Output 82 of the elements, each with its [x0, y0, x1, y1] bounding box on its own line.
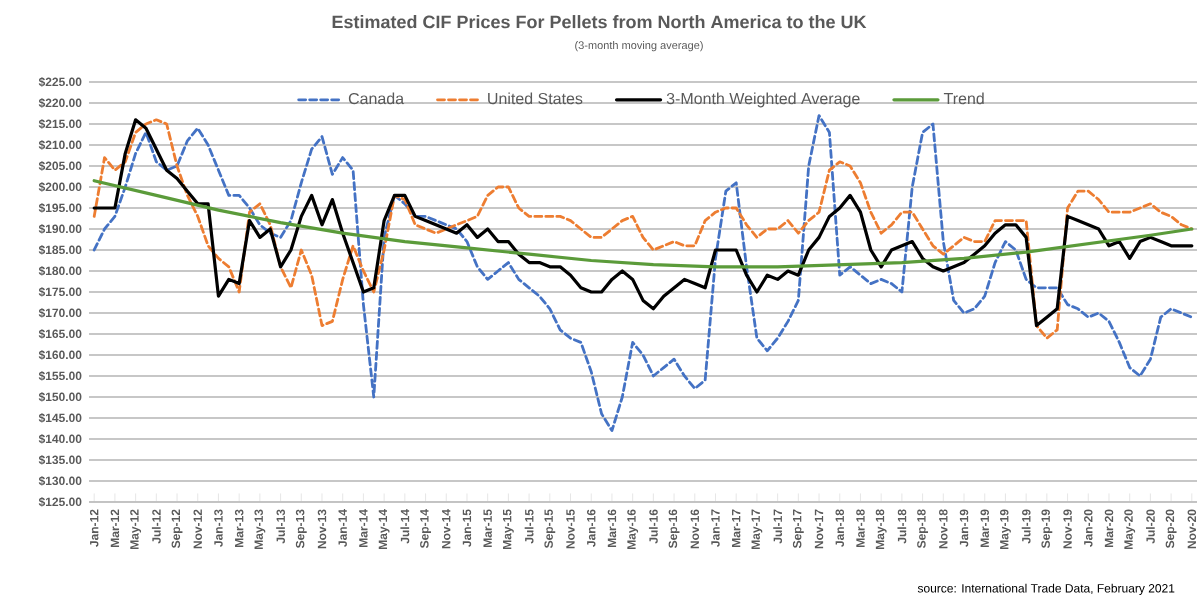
x-tick-label: May-13 — [254, 509, 266, 549]
x-tick-label: Sep-14 — [420, 509, 431, 549]
x-tick-label: Jul-19 — [1021, 509, 1031, 544]
legend-label: Trend — [943, 92, 984, 105]
x-tick-label: Jan-19 — [959, 509, 969, 547]
x-tick-label: Nov-16 — [690, 509, 700, 549]
y-tick-label: $200.00 — [38, 182, 82, 192]
x-tick-label: May-12 — [130, 509, 142, 549]
x-tick-label: Nov-15 — [566, 509, 575, 549]
x-tick-label: Jul-18 — [897, 509, 907, 544]
x-tick-label: Sep-16 — [668, 509, 680, 549]
x-tick-label: Jan-18 — [835, 509, 845, 547]
x-tick-label: May-14 — [378, 509, 390, 549]
x-tick-label: Mar-17 — [732, 509, 741, 547]
x-tick-label: Jul-17 — [773, 509, 783, 544]
y-tick-label: $185.00 — [38, 245, 82, 255]
x-tick-label: Sep-15 — [544, 509, 556, 549]
x-tick-label: May-17 — [751, 509, 763, 549]
x-tick-label: Sep-13 — [295, 509, 307, 549]
x-tick-label: Jan-17 — [711, 509, 720, 547]
x-tick-label: Nov-18 — [939, 509, 948, 549]
x-tick-label: May-16 — [627, 509, 639, 549]
x-tick-label: May-20 — [1124, 509, 1136, 549]
x-tick-label: Jul-13 — [276, 509, 285, 544]
y-tick-label: $180.00 — [38, 266, 82, 276]
x-tick-label: Mar-15 — [483, 509, 492, 547]
y-tick-label: $130.00 — [38, 476, 82, 486]
y-tick-label: $135.00 — [38, 455, 82, 465]
y-tick-label: $175.00 — [38, 287, 82, 297]
y-tick-label: $220.00 — [38, 98, 82, 108]
x-tick-label: Jul-15 — [524, 509, 534, 544]
x-tick-label: Sep-20 — [1165, 509, 1177, 549]
x-tick-label: Mar-12 — [110, 509, 120, 547]
x-tick-label: Jan-12 — [89, 509, 99, 547]
x-tick-label: Nov-13 — [317, 509, 327, 549]
x-tick-label: May-15 — [503, 509, 514, 549]
x-tick-label: Nov-19 — [1063, 509, 1072, 549]
x-tick-label: Nov-17 — [814, 509, 824, 549]
x-tick-label: Nov-20 — [1187, 509, 1197, 549]
y-tick-label: $125.00 — [38, 497, 82, 507]
x-tick-label: Jul-16 — [648, 509, 658, 544]
y-tick-label: $225.00 — [38, 77, 82, 87]
x-tick-label: Nov-14 — [442, 509, 451, 549]
x-tick-label: Jan-13 — [214, 509, 223, 547]
x-tick-label: Jul-12 — [151, 509, 161, 544]
x-tick-label: Sep-18 — [917, 509, 929, 549]
y-tick-label: $145.00 — [38, 413, 82, 423]
x-tick-label: Jul-20 — [1145, 509, 1155, 544]
x-tick-label: Mar-18 — [856, 509, 865, 547]
x-tick-label: May-19 — [1000, 509, 1011, 549]
y-tick-label: $190.00 — [38, 224, 82, 234]
chart-title: Estimated CIF Prices For Pellets from North America to the UK — [332, 15, 867, 29]
y-tick-label: $155.00 — [38, 371, 82, 381]
x-tick-label: Jan-14 — [338, 509, 347, 547]
y-tick-label: $195.00 — [38, 203, 82, 213]
legend-label: 3-Month Weighted Average — [666, 92, 860, 108]
y-tick-label: $160.00 — [38, 350, 82, 360]
y-tick-label: $210.00 — [38, 140, 82, 150]
x-tick-label: Mar-20 — [1104, 509, 1114, 547]
legend-label: Canada — [348, 92, 405, 105]
y-tick-label: $140.00 — [38, 434, 82, 444]
x-tick-label: Mar-16 — [607, 509, 617, 547]
x-tick-label: Mar-13 — [234, 509, 244, 547]
y-tick-label: $165.00 — [38, 329, 82, 339]
x-tick-label: May-18 — [875, 509, 887, 549]
x-tick-label: Mar-19 — [980, 509, 989, 547]
x-tick-label: Jan-15 — [462, 509, 472, 547]
x-tick-label: Sep-17 — [792, 509, 804, 549]
x-tick-label: Sep-12 — [171, 509, 183, 549]
chart-subtitle: (3-month moving average) — [575, 41, 703, 52]
x-tick-label: Jan-16 — [586, 509, 596, 547]
x-tick-label: Nov-12 — [193, 509, 202, 549]
y-tick-label: $205.00 — [38, 161, 82, 171]
y-tick-label: $170.00 — [38, 308, 82, 318]
x-tick-label: Jul-14 — [400, 509, 410, 544]
legend-label: United States — [488, 92, 583, 105]
x-tick-label: Jan-20 — [1084, 509, 1093, 547]
x-tick-label: Mar-14 — [359, 509, 368, 547]
y-tick-label: $215.00 — [38, 119, 82, 129]
source-note: source: International Trade Data, February 2021 — [917, 583, 1175, 595]
y-tick-label: $150.00 — [38, 392, 82, 402]
x-tick-label: Sep-19 — [1041, 509, 1053, 549]
